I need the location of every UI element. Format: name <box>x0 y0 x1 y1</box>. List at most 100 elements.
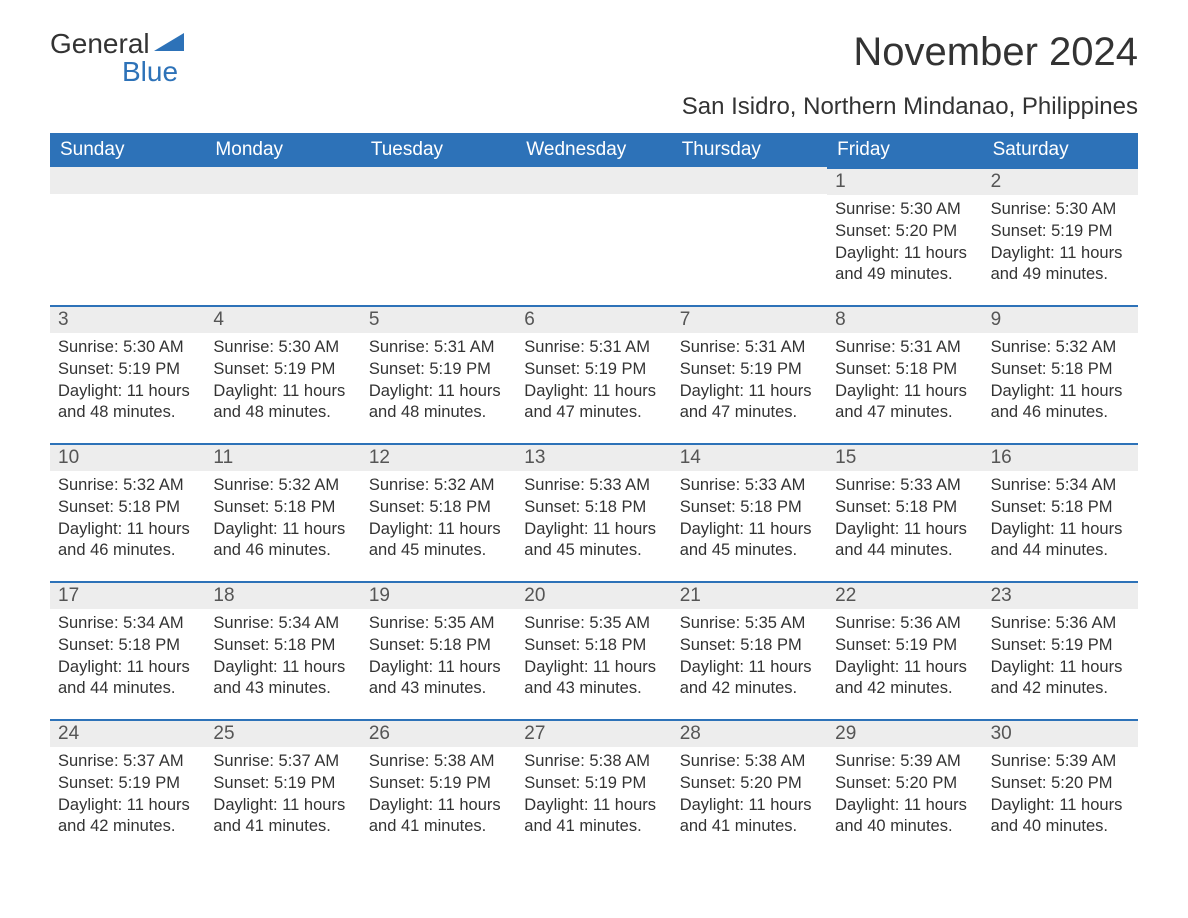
day-number: 27 <box>516 719 671 747</box>
sunrise-line: Sunrise: 5:38 AM <box>524 751 663 773</box>
sunrise-line: Sunrise: 5:31 AM <box>524 337 663 359</box>
day-details: Sunrise: 5:35 AMSunset: 5:18 PMDaylight:… <box>361 609 516 710</box>
daylight-line: Daylight: 11 hours and 46 minutes. <box>58 519 197 563</box>
sunset-line: Sunset: 5:18 PM <box>524 497 663 519</box>
calendar-cell: 15Sunrise: 5:33 AMSunset: 5:18 PMDayligh… <box>827 443 982 581</box>
day-number: 14 <box>672 443 827 471</box>
daylight-line: Daylight: 11 hours and 41 minutes. <box>680 795 819 839</box>
sunrise-line: Sunrise: 5:39 AM <box>835 751 974 773</box>
calendar-cell: 10 Sunrise: 5:32 AMSunset: 5:18 PMDayligh… <box>50 443 205 581</box>
day-details: Sunrise: 5:33 AMSunset: 5:18 PMDaylight:… <box>827 471 982 572</box>
day-details: Sunrise: 5:32 AMSunset: 5:18 PMDaylight:… <box>205 471 360 572</box>
day-details: Sunrise: 5:32 AMSunset: 5:18 PMDaylight:… <box>361 471 516 572</box>
day-details: Sunrise: 5:33 AMSunset: 5:18 PMDaylight:… <box>516 471 671 572</box>
daylight-line: Daylight: 11 hours and 45 minutes. <box>680 519 819 563</box>
daylight-line: Daylight: 11 hours and 44 minutes. <box>58 657 197 701</box>
sunset-line: Sunset: 5:18 PM <box>991 359 1130 381</box>
calendar-cell: 25Sunrise: 5:37 AMSunset: 5:19 PMDayligh… <box>205 719 360 857</box>
daylight-line: Daylight: 11 hours and 47 minutes. <box>524 381 663 425</box>
day-details: Sunrise: 5:36 AMSunset: 5:19 PMDaylight:… <box>827 609 982 710</box>
calendar-cell: 8Sunrise: 5:31 AMSunset: 5:18 PMDaylight… <box>827 305 982 443</box>
sunrise-line: Sunrise: 5:34 AM <box>991 475 1130 497</box>
sunset-line: Sunset: 5:19 PM <box>524 773 663 795</box>
sunrise-line: Sunrise: 5:32 AM <box>991 337 1130 359</box>
calendar-cell: 2Sunrise: 5:30 AMSunset: 5:19 PMDaylight… <box>983 167 1138 305</box>
sunrise-line: Sunrise: 5:30 AM <box>835 199 974 221</box>
day-number: 13 <box>516 443 671 471</box>
calendar-cell: 17Sunrise: 5:34 AMSunset: 5:18 PMDayligh… <box>50 581 205 719</box>
blank-daynum-row <box>50 167 205 194</box>
day-number: 30 <box>983 719 1138 747</box>
calendar-cell: 19Sunrise: 5:35 AMSunset: 5:18 PMDayligh… <box>361 581 516 719</box>
calendar-cell <box>50 167 205 305</box>
day-details: Sunrise: 5:31 AMSunset: 5:19 PMDaylight:… <box>361 333 516 434</box>
daylight-line: Daylight: 11 hours and 48 minutes. <box>58 381 197 425</box>
sunrise-line: Sunrise: 5:31 AM <box>680 337 819 359</box>
daylight-line: Daylight: 11 hours and 43 minutes. <box>213 657 352 701</box>
calendar-grid: SundayMondayTuesdayWednesdayThursdayFrid… <box>50 133 1138 857</box>
sunrise-line: Sunrise: 5:35 AM <box>524 613 663 635</box>
day-details: Sunrise: 5:38 AMSunset: 5:20 PMDaylight:… <box>672 747 827 848</box>
logo-triangle-icon <box>154 30 184 58</box>
daylight-line: Daylight: 11 hours and 41 minutes. <box>213 795 352 839</box>
daylight-line: Daylight: 11 hours and 45 minutes. <box>524 519 663 563</box>
day-number: 9 <box>983 305 1138 333</box>
sunrise-line: Sunrise: 5:39 AM <box>991 751 1130 773</box>
sunset-line: Sunset: 5:19 PM <box>213 359 352 381</box>
calendar-cell: 9Sunrise: 5:32 AMSunset: 5:18 PMDaylight… <box>983 305 1138 443</box>
day-number: 21 <box>672 581 827 609</box>
sunset-line: Sunset: 5:19 PM <box>524 359 663 381</box>
day-details: Sunrise: 5:30 AMSunset: 5:19 PMDaylight:… <box>205 333 360 434</box>
daylight-line: Daylight: 11 hours and 42 minutes. <box>58 795 197 839</box>
calendar-cell: 28Sunrise: 5:38 AMSunset: 5:20 PMDayligh… <box>672 719 827 857</box>
sunrise-line: Sunrise: 5:38 AM <box>680 751 819 773</box>
day-number: 15 <box>827 443 982 471</box>
sunset-line: Sunset: 5:19 PM <box>680 359 819 381</box>
sunrise-line: Sunrise: 5:30 AM <box>213 337 352 359</box>
day-of-week-header: Sunday <box>50 133 205 167</box>
daylight-line: Daylight: 11 hours and 42 minutes. <box>991 657 1130 701</box>
sunset-line: Sunset: 5:18 PM <box>835 359 974 381</box>
calendar-cell: 13Sunrise: 5:33 AMSunset: 5:18 PMDayligh… <box>516 443 671 581</box>
day-details: Sunrise: 5:30 AMSunset: 5:19 PMDaylight:… <box>983 195 1138 296</box>
daylight-line: Daylight: 11 hours and 42 minutes. <box>680 657 819 701</box>
daylight-line: Daylight: 11 hours and 41 minutes. <box>524 795 663 839</box>
day-number: 7 <box>672 305 827 333</box>
day-of-week-header: Thursday <box>672 133 827 167</box>
daylight-line: Daylight: 11 hours and 43 minutes. <box>524 657 663 701</box>
blank-daynum-row <box>205 167 360 194</box>
sunset-line: Sunset: 5:20 PM <box>991 773 1130 795</box>
sunset-line: Sunset: 5:19 PM <box>58 359 197 381</box>
sunrise-line: Sunrise: 5:32 AM <box>213 475 352 497</box>
day-number: 11 <box>205 443 360 471</box>
day-number: 10 <box>50 443 205 471</box>
calendar-cell: 5Sunrise: 5:31 AMSunset: 5:19 PMDaylight… <box>361 305 516 443</box>
day-number: 22 <box>827 581 982 609</box>
sunset-line: Sunset: 5:19 PM <box>58 773 197 795</box>
day-number: 17 <box>50 581 205 609</box>
day-details: Sunrise: 5:34 AMSunset: 5:18 PMDaylight:… <box>205 609 360 710</box>
calendar-cell: 29Sunrise: 5:39 AMSunset: 5:20 PMDayligh… <box>827 719 982 857</box>
daylight-line: Daylight: 11 hours and 41 minutes. <box>369 795 508 839</box>
calendar-cell: 16Sunrise: 5:34 AMSunset: 5:18 PMDayligh… <box>983 443 1138 581</box>
day-details: Sunrise: 5:33 AMSunset: 5:18 PMDaylight:… <box>672 471 827 572</box>
day-number: 8 <box>827 305 982 333</box>
sunset-line: Sunset: 5:18 PM <box>369 635 508 657</box>
daylight-line: Daylight: 11 hours and 47 minutes. <box>835 381 974 425</box>
calendar-cell: 22Sunrise: 5:36 AMSunset: 5:19 PMDayligh… <box>827 581 982 719</box>
day-details: Sunrise: 5:31 AMSunset: 5:19 PMDaylight:… <box>516 333 671 434</box>
sunset-line: Sunset: 5:18 PM <box>524 635 663 657</box>
day-details: Sunrise: 5:34 AMSunset: 5:18 PMDaylight:… <box>983 471 1138 572</box>
daylight-line: Daylight: 11 hours and 45 minutes. <box>369 519 508 563</box>
sunset-line: Sunset: 5:19 PM <box>991 221 1130 243</box>
sunrise-line: Sunrise: 5:32 AM <box>58 475 197 497</box>
calendar-cell: 6Sunrise: 5:31 AMSunset: 5:19 PMDaylight… <box>516 305 671 443</box>
logo-word-2: Blue <box>122 58 184 86</box>
sunrise-line: Sunrise: 5:33 AM <box>835 475 974 497</box>
day-number: 25 <box>205 719 360 747</box>
sunset-line: Sunset: 5:18 PM <box>58 497 197 519</box>
daylight-line: Daylight: 11 hours and 46 minutes. <box>213 519 352 563</box>
sunset-line: Sunset: 5:19 PM <box>213 773 352 795</box>
sunrise-line: Sunrise: 5:35 AM <box>369 613 508 635</box>
day-number: 18 <box>205 581 360 609</box>
